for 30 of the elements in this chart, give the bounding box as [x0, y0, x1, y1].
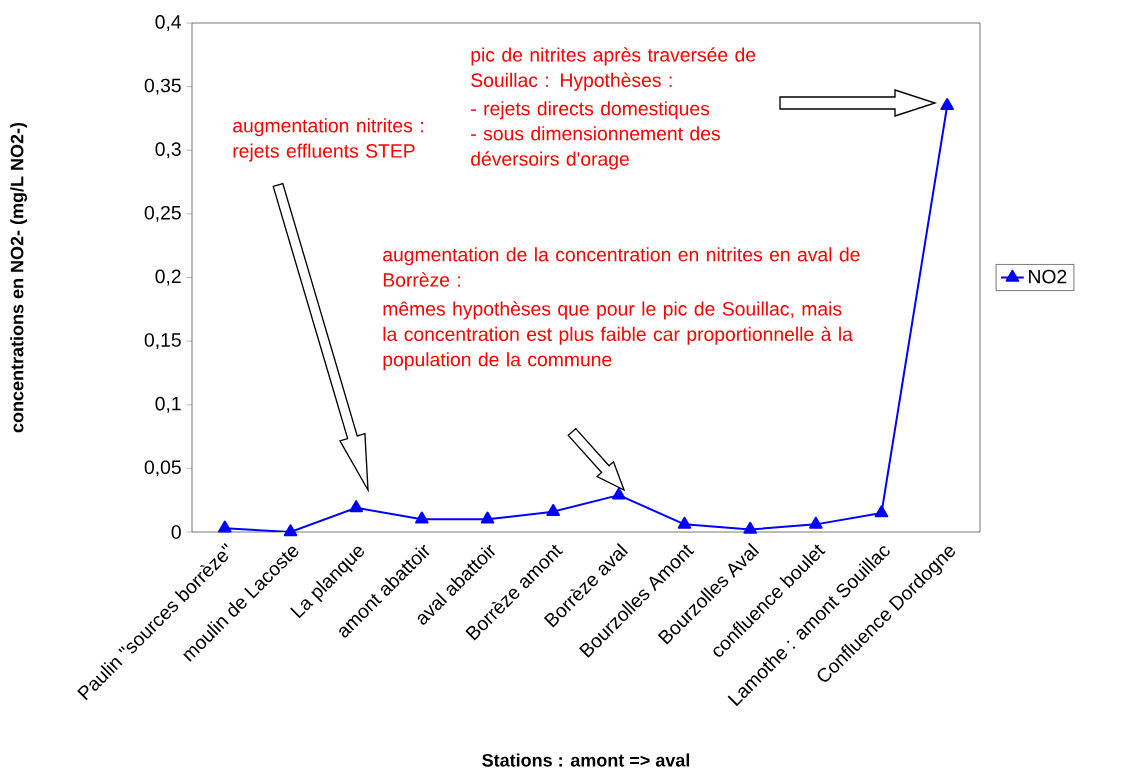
annotation: - sous dimensionnement des déversoirs d'orage [471, 126, 720, 170]
point [940, 98, 954, 111]
point [218, 520, 232, 533]
point [809, 516, 823, 529]
y-axis-title: concentrations en NO2- (mg/L NO2-) [10, 122, 28, 433]
point [349, 500, 363, 513]
y-tick-label: 0,25 [144, 205, 181, 222]
y-tick-label: 0,05 [144, 460, 181, 477]
y-tick-label: 0 [171, 525, 181, 539]
y-tick-label: 0,2 [155, 269, 181, 286]
annotation: - rejets directs domestiques [471, 101, 710, 120]
point [415, 511, 429, 524]
point [874, 505, 889, 518]
point [546, 503, 560, 516]
point [677, 516, 692, 529]
point [743, 521, 757, 534]
annotation: augmentation nitrites : rejets effluents STEP [233, 118, 423, 162]
y-tick-label: 0,35 [144, 78, 181, 95]
point [612, 487, 626, 500]
y-tick-label: 0,15 [144, 333, 181, 350]
annotation: mêmes hypothèses que pour le pic de Souillac, mais la concentration est plus faible car proportionnelle à la population de la commune [383, 301, 853, 371]
y-tick-label: 0,1 [155, 396, 181, 413]
annotation: pic de nitrites après traversée de Souillac : Hypothèses : [471, 47, 756, 91]
point [480, 511, 495, 524]
y-tick-label: 0,3 [155, 142, 181, 159]
x-axis-title: Stations : amont => aval [482, 753, 690, 767]
y-tick-label: 0,4 [155, 15, 182, 31]
point [283, 524, 298, 537]
legend-label: NO2 [1029, 269, 1067, 284]
annotation: augmentation de la concentration en nitrites en aval de Borrèze : [383, 247, 860, 287]
